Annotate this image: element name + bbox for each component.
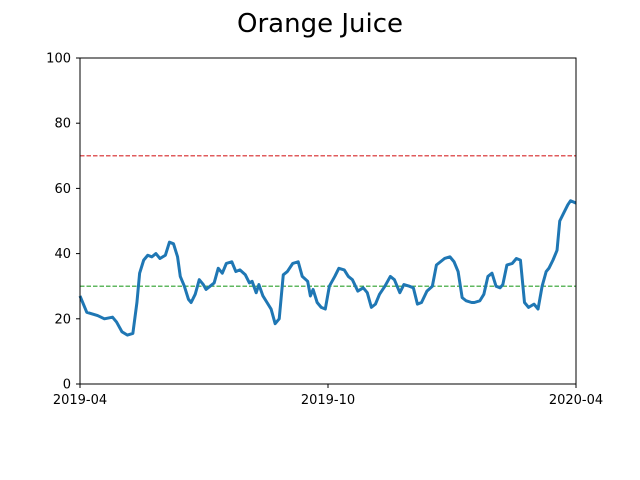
y-tick-label: 40 — [54, 247, 71, 262]
chart-title: Orange Juice — [237, 9, 403, 39]
y-tick-label: 60 — [54, 182, 71, 197]
x-tick-label: 2019-10 — [301, 393, 355, 408]
y-tick-label: 0 — [63, 378, 71, 393]
y-tick-label: 20 — [54, 312, 71, 327]
x-axis: 2019-04 2019-10 2020-04 — [53, 384, 603, 408]
reference-lines — [80, 155, 576, 287]
x-tick-label: 2020-04 — [549, 393, 603, 408]
x-tick-label: 2019-04 — [53, 393, 107, 408]
y-axis: 0 20 40 60 80 100 — [46, 52, 80, 393]
y-tick-label: 80 — [54, 117, 71, 132]
axes-frame — [79, 57, 577, 385]
series-line — [78, 199, 577, 337]
series-layer — [78, 199, 577, 337]
y-tick-label: 100 — [46, 52, 71, 67]
